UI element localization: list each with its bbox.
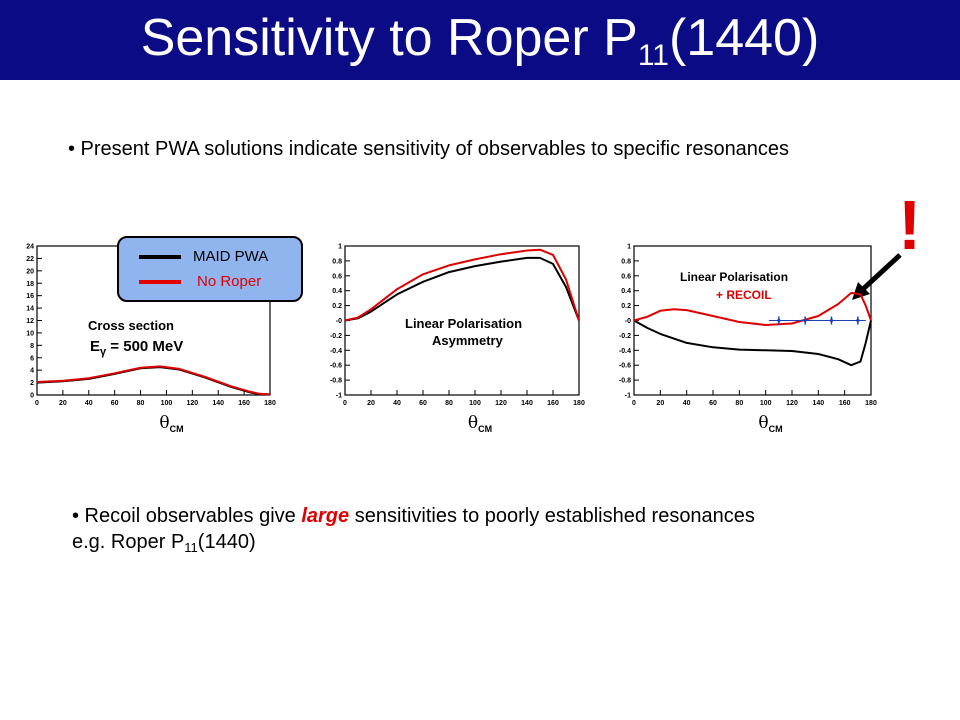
x-tick-label: 0 (632, 400, 636, 407)
y-tick-label: 0.8 (621, 258, 631, 265)
y-tick-label: 8 (30, 343, 34, 350)
x-tick-label: 180 (865, 400, 877, 407)
y-tick-label: 0.2 (621, 303, 631, 310)
x-tick-label: 140 (521, 400, 533, 407)
chart2-title: Linear Polarisation (405, 316, 523, 331)
chart2-subtitle: Asymmetry (432, 333, 503, 348)
data-point-marker (856, 318, 860, 323)
bullet-2: • Recoil observables give large sensitiv… (72, 505, 755, 555)
x-tick-label: 60 (419, 400, 427, 407)
x-tick-label: 180 (264, 400, 276, 407)
y-tick-label: -0.8 (619, 378, 631, 385)
y-tick-label: 22 (26, 256, 34, 263)
y-tick-label: 1 (338, 244, 342, 251)
y-tick-label: 12 (26, 318, 34, 325)
y-tick-label: 14 (26, 306, 34, 313)
x-tick-label: 40 (85, 400, 93, 407)
y-tick-label: 0.4 (621, 288, 631, 295)
legend-label: No Roper (197, 273, 262, 290)
chart3-subtitle: + RECOIL (716, 288, 772, 302)
data-point-marker (803, 318, 807, 323)
x-tick-label: 160 (238, 400, 250, 407)
x-tick-label: 140 (212, 400, 224, 407)
chart3-title: Linear Polarisation (680, 270, 789, 284)
chart1-subtitle: Eγ = 500 MeV (90, 338, 184, 358)
x-tick-label: 120 (495, 400, 507, 407)
x-tick-label: 80 (735, 400, 743, 407)
x-tick-label: 0 (343, 400, 347, 407)
y-tick-label: 16 (26, 293, 34, 300)
y-tick-label: 10 (26, 330, 34, 337)
x-tick-label: 160 (547, 400, 559, 407)
y-tick-label: 0 (30, 393, 34, 400)
x-tick-label: 140 (812, 400, 824, 407)
x-tick-label: 120 (186, 400, 198, 407)
y-tick-label: 4 (30, 368, 34, 375)
x-tick-label: 60 (111, 400, 119, 407)
y-tick-label: 1 (627, 244, 631, 251)
x-tick-label: 120 (786, 400, 798, 407)
y-tick-label: -1 (336, 393, 342, 400)
y-tick-label: 0.4 (332, 288, 342, 295)
y-tick-label: -0.2 (619, 333, 631, 340)
y-tick-label: -0.2 (330, 333, 342, 340)
x-tick-label: 60 (709, 400, 717, 407)
y-tick-label: 0.8 (332, 258, 342, 265)
y-tick-label: -1 (625, 393, 631, 400)
y-tick-label: 0.6 (332, 273, 342, 280)
y-tick-label: -0 (625, 318, 631, 325)
x-tick-label: 40 (393, 400, 401, 407)
data-point-marker (829, 318, 834, 323)
y-tick-label: 20 (26, 268, 34, 275)
y-tick-label: 2 (30, 380, 34, 387)
title-bar (0, 0, 960, 80)
x-axis-label: θCM (758, 413, 782, 434)
x-tick-label: 20 (656, 400, 664, 407)
x-tick-label: 0 (35, 400, 39, 407)
x-tick-label: 100 (161, 400, 173, 407)
y-tick-label: -0 (336, 318, 342, 325)
x-tick-label: 40 (683, 400, 691, 407)
slide-title: Sensitivity to Roper P11(1440) (140, 9, 820, 72)
series-line (633, 291, 872, 326)
series-line (344, 256, 580, 322)
y-tick-label: -0.4 (330, 348, 342, 355)
x-tick-label: 100 (760, 400, 772, 407)
exclamation-mark: ! (898, 186, 922, 264)
series-line (633, 319, 872, 367)
x-tick-label: 160 (839, 400, 851, 407)
y-tick-label: 0.6 (621, 273, 631, 280)
x-tick-label: 80 (445, 400, 453, 407)
y-tick-label: 24 (26, 244, 34, 251)
y-tick-label: 6 (30, 355, 34, 362)
x-tick-label: 100 (469, 400, 481, 407)
bullet-1: • Present PWA solutions indicate sensiti… (68, 138, 790, 160)
x-tick-label: 80 (137, 400, 145, 407)
legend-label: MAID PWA (193, 248, 269, 265)
data-point-marker (777, 318, 781, 323)
legend-box: MAID PWA No Roper (117, 236, 303, 302)
legend-line-black (139, 255, 181, 259)
legend-entry-maid: MAID PWA (137, 248, 297, 268)
legend-entry-no-roper: No Roper (137, 273, 297, 293)
y-tick-label: -0.4 (619, 348, 631, 355)
x-tick-label: 180 (573, 400, 585, 407)
x-tick-label: 20 (367, 400, 375, 407)
title-subscript: 11 (637, 39, 669, 72)
y-tick-label: 18 (26, 281, 34, 288)
chart1-title: Cross section (88, 318, 174, 333)
x-tick-label: 20 (59, 400, 67, 407)
y-tick-label: -0.8 (330, 378, 342, 385)
series-line (344, 248, 580, 322)
series-line (36, 365, 271, 396)
y-tick-label: -0.6 (330, 363, 342, 370)
legend-line-red (139, 280, 181, 284)
y-tick-label: 0.2 (332, 303, 342, 310)
y-tick-label: -0.6 (619, 363, 631, 370)
